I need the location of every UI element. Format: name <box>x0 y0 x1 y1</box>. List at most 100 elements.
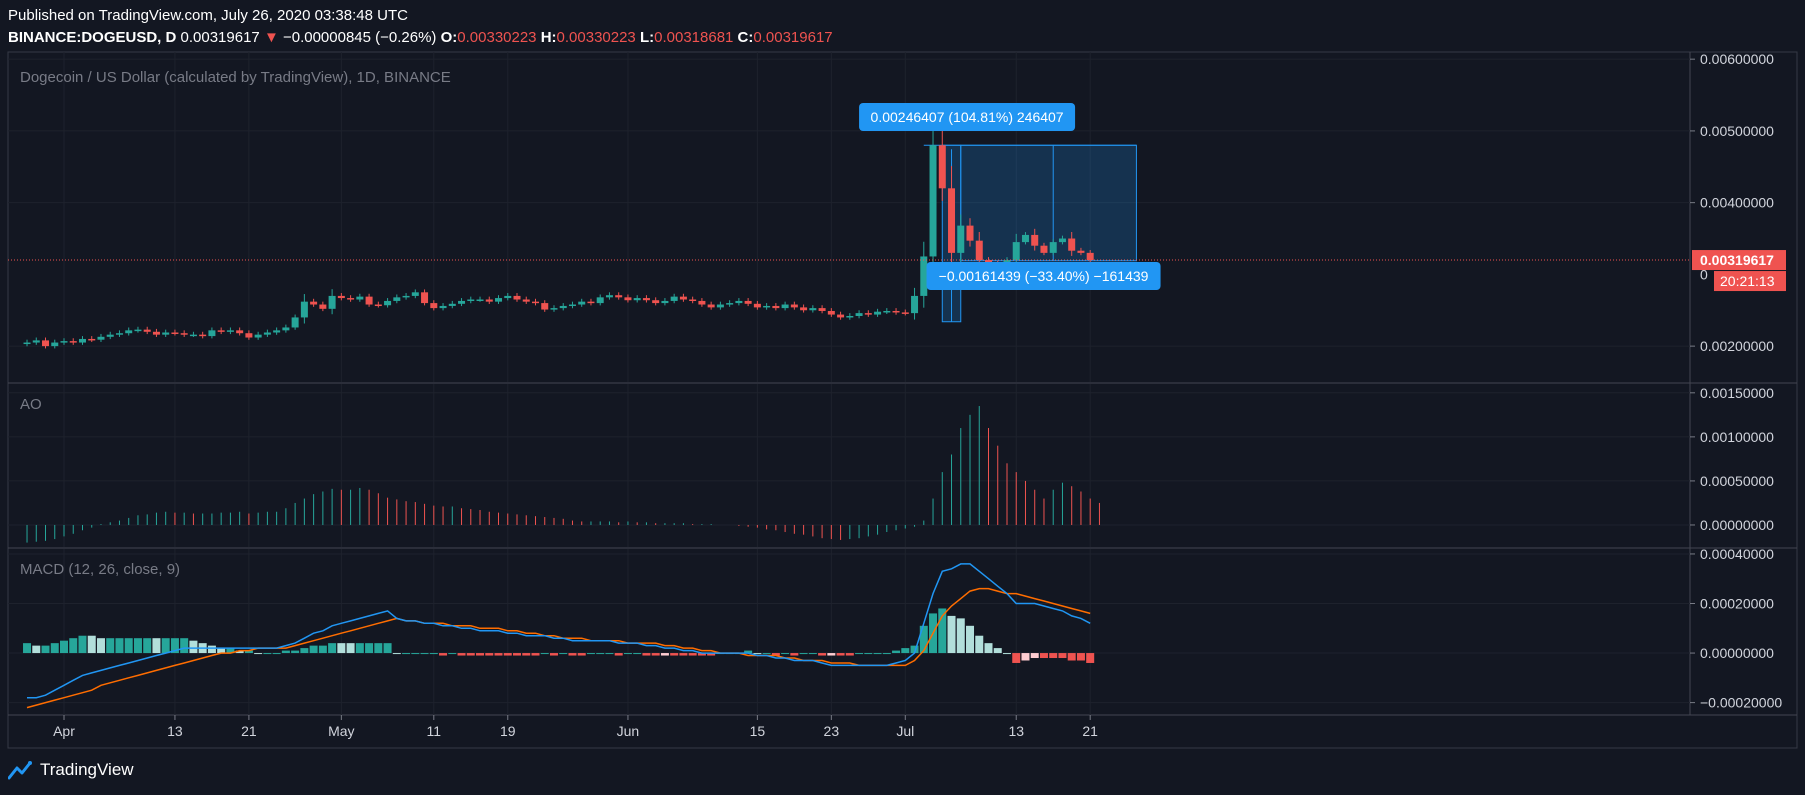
candle-body <box>217 330 225 332</box>
macd-histogram-bar <box>586 653 595 655</box>
price-axis-label: 0 <box>1700 266 1708 282</box>
published-line: Published on TradingView.com, July 26, 2… <box>8 7 408 24</box>
candle-body <box>670 296 678 301</box>
time-axis-label: 13 <box>1008 723 1024 739</box>
candle-body <box>134 329 142 332</box>
candle-body <box>69 341 77 343</box>
macd-histogram-bar <box>383 643 392 654</box>
macd-histogram-bar <box>476 653 485 656</box>
candle-body <box>319 304 327 309</box>
macd-histogram-bar <box>984 643 993 654</box>
candle-body <box>97 336 105 340</box>
macd-histogram-bar <box>337 643 346 654</box>
macd-histogram-bar <box>938 608 947 654</box>
macd-histogram-bar <box>207 645 216 654</box>
macd-histogram-bar <box>660 653 669 656</box>
time-axis-label: 21 <box>241 723 257 739</box>
macd-histogram-bar <box>189 640 198 654</box>
macd-histogram-bar <box>23 643 32 654</box>
macd-histogram-bar <box>919 625 928 654</box>
countdown-badge <box>1714 271 1786 292</box>
candle-body <box>689 299 697 301</box>
macd-histogram-bar <box>60 640 68 654</box>
macd-histogram-bar <box>744 650 753 654</box>
candle-body <box>938 145 946 189</box>
high-label: H: <box>540 29 557 46</box>
last-price-badge <box>1692 250 1786 271</box>
header: Published on TradingView.com, July 26, 2… <box>8 6 1788 48</box>
last-price-label: 0.00319617 <box>1700 252 1774 268</box>
macd-histogram-bar <box>873 653 882 655</box>
macd-histogram-bar <box>679 653 688 656</box>
candle-body <box>827 310 835 315</box>
ao-axis-label: 0.00050000 <box>1700 473 1774 489</box>
low-value: 0.00318681 <box>654 29 734 46</box>
candle-body <box>559 305 567 309</box>
macd-histogram-bar <box>374 643 383 654</box>
macd-histogram-bar <box>790 653 799 656</box>
macd-histogram-bar <box>1030 653 1039 659</box>
candle-body <box>753 303 761 308</box>
macd-histogram-bar <box>605 653 614 655</box>
macd-histogram-bar <box>115 638 124 654</box>
macd-histogram-bar <box>568 653 577 656</box>
macd-histogram-bar <box>402 653 411 655</box>
macd-histogram-bar <box>485 653 494 656</box>
candle-body <box>226 330 234 332</box>
candle-body <box>892 310 900 313</box>
candle-body <box>448 303 456 306</box>
macd-histogram-bar <box>254 653 263 655</box>
candle-body <box>790 304 798 308</box>
chart-frame <box>7 51 1798 749</box>
macd-histogram-bar <box>753 653 762 655</box>
time-axis-label: 19 <box>500 723 516 739</box>
footer[interactable]: TradingView <box>8 760 134 780</box>
price-axis-label: 0.00500000 <box>1700 123 1774 139</box>
ao-title: AO <box>20 396 42 413</box>
candle-body <box>115 333 123 335</box>
macd-histogram-bar <box>318 645 327 654</box>
candle-body <box>818 308 826 311</box>
candle-body <box>1031 234 1039 246</box>
candle-body <box>143 329 151 332</box>
candle-body <box>245 333 253 338</box>
macd-histogram-bar <box>152 638 161 654</box>
candle-body <box>707 304 715 308</box>
macd-histogram-bar <box>429 653 438 655</box>
macd-histogram-bar <box>1002 653 1011 655</box>
candle-body <box>966 225 974 241</box>
time-axis-label: 21 <box>1082 723 1098 739</box>
symbol-label: BINANCE:DOGEUSD, D <box>8 29 177 46</box>
candle-body <box>236 330 244 334</box>
candle-body <box>920 256 928 296</box>
ao-axis-label: 0.00100000 <box>1700 429 1774 445</box>
macd-histogram-bar <box>771 653 780 656</box>
candle-body <box>1049 242 1057 253</box>
ao-axis-label: 0.00150000 <box>1700 385 1774 401</box>
macd-histogram-bar <box>1049 653 1058 659</box>
macd-histogram-bar <box>633 653 642 655</box>
candle-body <box>458 300 466 304</box>
price-axis-label: 0.00400000 <box>1700 195 1774 211</box>
candle-body <box>393 297 401 301</box>
time-axis-label: Apr <box>53 723 75 739</box>
macd-histogram-bar <box>448 653 457 655</box>
measure-down-label: −0.00161439 (−33.40%) −161439 <box>939 268 1149 284</box>
macd-histogram-bar <box>781 653 790 655</box>
macd-histogram-bar <box>411 653 420 655</box>
macd-histogram-bar <box>513 653 522 656</box>
candle-body <box>809 308 817 311</box>
candle-body <box>365 296 373 305</box>
macd-histogram-bar <box>439 653 448 656</box>
candle-body <box>781 304 789 309</box>
macd-histogram-bar <box>549 653 558 656</box>
candle-body <box>504 295 512 299</box>
candle-body <box>125 330 133 334</box>
macd-axis-label: 0.00040000 <box>1700 546 1774 562</box>
macd-histogram-bar <box>41 645 50 654</box>
macd-histogram-bar <box>1021 653 1030 661</box>
candle-body <box>744 300 752 304</box>
macd-histogram-bar <box>170 638 179 654</box>
candle-body <box>384 300 392 306</box>
